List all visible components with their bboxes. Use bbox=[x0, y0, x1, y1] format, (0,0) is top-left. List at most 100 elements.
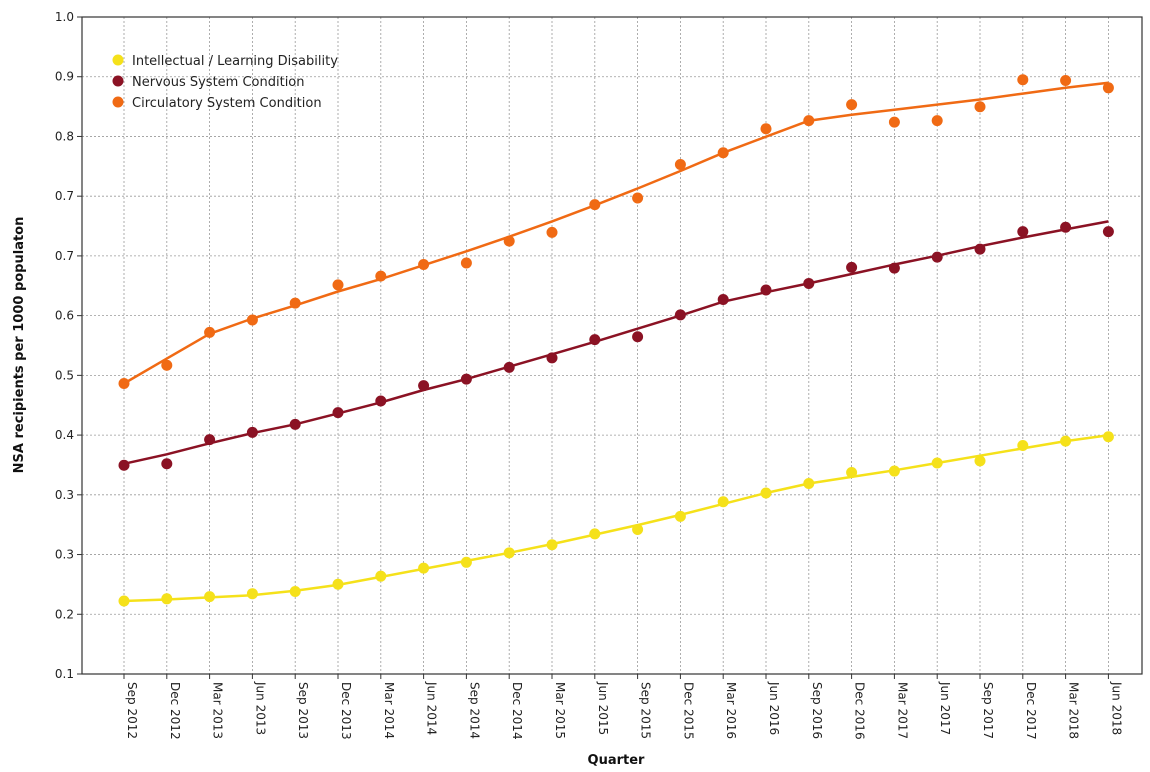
data-point bbox=[589, 334, 601, 346]
x-tick-label: Dec 2013 bbox=[339, 682, 353, 740]
series-layer bbox=[118, 74, 1114, 607]
data-point bbox=[760, 284, 772, 296]
x-tick-label: Sep 2015 bbox=[639, 682, 653, 739]
legend-marker bbox=[112, 54, 124, 66]
x-tick-label: Jun 2013 bbox=[253, 681, 267, 735]
x-tick-label: Mar 2018 bbox=[1067, 682, 1081, 739]
data-point bbox=[974, 243, 986, 255]
data-point bbox=[931, 115, 943, 127]
data-point bbox=[503, 361, 515, 373]
data-point bbox=[460, 257, 472, 269]
legend-label: Intellectual / Learning Disability bbox=[132, 54, 338, 69]
data-point bbox=[546, 539, 558, 551]
data-point bbox=[674, 309, 686, 321]
data-point bbox=[289, 586, 301, 598]
data-point bbox=[546, 352, 558, 364]
data-point bbox=[246, 588, 258, 600]
x-tick-label: Mar 2013 bbox=[211, 682, 225, 739]
data-point bbox=[118, 595, 130, 607]
data-point bbox=[803, 115, 815, 127]
x-tick-label: Sep 2012 bbox=[125, 682, 139, 739]
data-point bbox=[332, 578, 344, 590]
data-point bbox=[717, 496, 729, 508]
data-point bbox=[1060, 75, 1072, 87]
data-point bbox=[974, 455, 986, 467]
y-tick-label: 0.2 bbox=[55, 607, 74, 621]
data-point bbox=[204, 326, 216, 338]
x-tick-label: Dec 2015 bbox=[681, 682, 695, 740]
series-group bbox=[118, 74, 1114, 389]
data-point bbox=[888, 116, 900, 128]
data-point bbox=[846, 467, 858, 479]
x-axis-title: Quarter bbox=[588, 753, 646, 768]
series-trend-line bbox=[123, 434, 1109, 603]
data-point bbox=[760, 123, 772, 135]
data-point bbox=[161, 593, 173, 605]
data-point bbox=[931, 251, 943, 263]
y-tick-label: 0.8 bbox=[55, 129, 74, 143]
data-point bbox=[546, 226, 558, 238]
y-tick-label: 0.1 bbox=[55, 667, 74, 681]
series-group bbox=[118, 220, 1114, 471]
legend: Intellectual / Learning Disability Nervou… bbox=[112, 54, 338, 111]
data-point bbox=[418, 380, 430, 392]
data-point bbox=[1017, 74, 1029, 86]
data-point bbox=[589, 528, 601, 540]
x-tick-label: Dec 2012 bbox=[168, 682, 182, 740]
data-point bbox=[589, 199, 601, 211]
data-point bbox=[161, 359, 173, 371]
data-point bbox=[204, 591, 216, 603]
data-point bbox=[503, 235, 515, 247]
x-tick-label: Mar 2015 bbox=[553, 682, 567, 739]
data-point bbox=[1102, 431, 1114, 443]
data-point bbox=[118, 459, 130, 471]
y-tick-label: 0.6 bbox=[55, 309, 74, 323]
data-point bbox=[717, 147, 729, 159]
x-tick-label: Mar 2014 bbox=[382, 682, 396, 739]
series-trend-line bbox=[123, 81, 1109, 385]
data-point bbox=[161, 458, 173, 470]
data-point bbox=[803, 477, 815, 489]
legend-label: Nervous System Condition bbox=[132, 75, 305, 90]
series-group bbox=[118, 431, 1114, 607]
plot-frame bbox=[81, 16, 1143, 675]
data-point bbox=[289, 297, 301, 309]
x-tick-label: Sep 2016 bbox=[810, 682, 824, 739]
y-tick-label: 0.3 bbox=[55, 548, 74, 562]
y-tick-label: 0.4 bbox=[55, 428, 74, 442]
data-point bbox=[1060, 435, 1072, 447]
legend-marker bbox=[112, 96, 124, 108]
y-axis-title: NSA recipients per 1000 populaton bbox=[12, 217, 27, 474]
data-point bbox=[460, 373, 472, 385]
x-tick-label: Sep 2017 bbox=[981, 682, 995, 739]
data-point bbox=[846, 99, 858, 111]
y-tick-label: 0.3 bbox=[55, 488, 74, 502]
grid bbox=[82, 17, 1142, 674]
x-tick-label: Sep 2014 bbox=[467, 682, 481, 739]
data-point bbox=[289, 418, 301, 430]
data-point bbox=[803, 277, 815, 289]
data-point bbox=[503, 547, 515, 559]
x-tick-label: Jun 2017 bbox=[938, 681, 952, 735]
y-tick-label: 0.5 bbox=[55, 368, 74, 382]
data-point bbox=[1102, 82, 1114, 94]
data-point bbox=[460, 556, 472, 568]
data-point bbox=[418, 258, 430, 270]
data-point bbox=[674, 158, 686, 170]
data-point bbox=[118, 377, 130, 389]
x-tick-label: Jun 2015 bbox=[596, 681, 610, 735]
y-tick-label: 1.0 bbox=[55, 10, 74, 24]
data-point bbox=[1017, 440, 1029, 452]
y-tick-label: 0.7 bbox=[55, 249, 74, 263]
legend-marker bbox=[112, 75, 124, 87]
x-tick-label: Dec 2016 bbox=[853, 682, 867, 740]
y-tick-label: 0.7 bbox=[55, 189, 74, 203]
data-point bbox=[888, 465, 900, 477]
data-point bbox=[246, 426, 258, 438]
x-tick-label: Dec 2017 bbox=[1024, 682, 1038, 740]
x-tick-label: Jun 2016 bbox=[767, 681, 781, 735]
data-point bbox=[246, 314, 258, 326]
data-point bbox=[332, 407, 344, 419]
data-point bbox=[204, 434, 216, 446]
